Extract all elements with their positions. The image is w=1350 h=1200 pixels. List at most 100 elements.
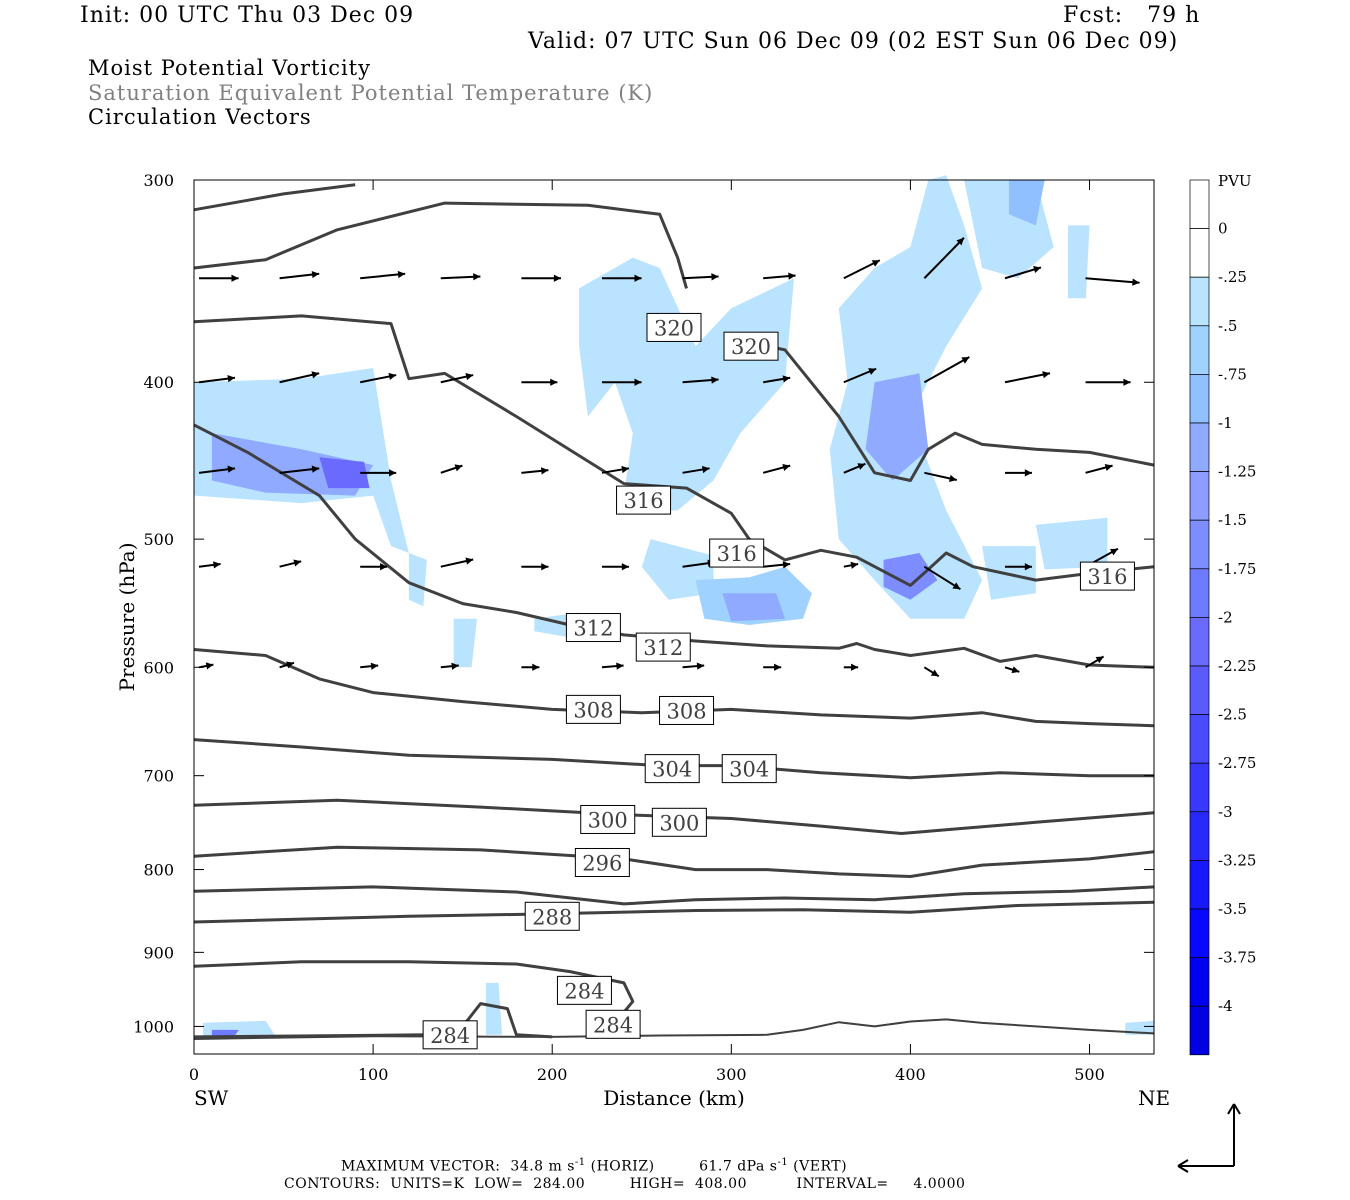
x-end-left-label: SW [194,1086,229,1110]
circulation-vector [1085,277,1140,286]
colorbar-swatch [1189,276,1210,327]
pv-region [722,593,785,622]
colorbar-swatch [1189,568,1210,618]
x-tick-label: 100 [358,1065,389,1084]
circulation-vector [198,375,236,384]
pv-region [883,553,938,600]
circulation-vector [279,559,302,568]
circulation-vector [521,563,549,571]
x-tick-label: 0 [189,1065,199,1084]
contour-label: 316 [1079,561,1135,591]
colorbar-swatch [1189,860,1210,910]
colorbar-swatch [1189,617,1210,667]
plot-frame [193,179,1155,1055]
contour-label: 312 [565,613,621,643]
circulation-vector [279,270,320,280]
svg-text:316: 316 [717,542,757,566]
circulation-vector [763,272,796,280]
circulation-vector [198,561,221,569]
circulation-vector [601,563,629,571]
contour-label: 316 [709,538,765,568]
svg-text:304: 304 [729,758,769,782]
field-title-vectors: Circulation Vectors [88,105,312,129]
theta-contour-layer [193,183,1155,1040]
circulation-vector [198,662,214,670]
circulation-vector [440,373,474,384]
circulation-vector [923,356,970,384]
pv-region [865,373,929,481]
theta-contour [193,1018,1155,1040]
x-end-right-label: NE [1138,1086,1170,1110]
pv-region [641,539,714,600]
contour-label: 284 [422,1020,478,1050]
colorbar-swatch [1189,228,1210,278]
theta-contour [730,337,1155,482]
colorbar-swatch [1189,665,1210,715]
colorbar-tick-label: -3.75 [1218,949,1256,967]
y-tick-label: 700 [143,767,174,786]
circulation-vector [1085,655,1105,669]
colorbar-swatch [1189,325,1210,375]
colorbar-swatch [1189,762,1210,813]
svg-text:288: 288 [532,905,572,929]
circulation-vector [843,561,859,569]
contour-label: 288 [524,901,580,931]
circulation-vector [601,465,630,474]
theta-contour [193,201,688,289]
colorbar-tick-label: 0 [1218,220,1228,238]
pv-region [319,457,370,489]
colorbar-swatch [1189,519,1210,570]
svg-text:284: 284 [430,1024,470,1048]
circulation-vector [843,663,859,671]
x-tick-label: 400 [895,1065,926,1084]
colorbar-tick-label: -2.5 [1218,706,1247,724]
circulation-vector [440,464,463,474]
circulation-vector [521,378,558,386]
svg-text:320: 320 [654,316,694,340]
contour-label-layer: 320 320 316 316 316 312 312 308 308 304 304 300 300 2… [422,312,1135,1050]
circulation-vector [199,274,239,282]
y-tick-label: 800 [143,861,174,880]
colorbar-swatch [1189,908,1210,958]
svg-text:316: 316 [624,489,664,513]
circulation-vector [923,666,940,678]
max-vector-note: MAXIMUM VECTOR: 34.8 m s-1 (HORIZ) 61.7 … [341,1157,848,1175]
forecast-hour: Fcst: 79 h [1063,3,1201,28]
svg-text:300: 300 [588,808,628,832]
circulation-vector [440,557,474,568]
pv-region [579,257,794,511]
contour-label: 284 [556,975,612,1005]
x-tick-label: 200 [537,1065,568,1084]
pv-region [1008,180,1045,226]
colorbar-tick-label: -1.75 [1218,560,1256,578]
colorbar-swatch [1189,811,1210,861]
colorbar-swatch [1189,714,1210,764]
contour-label: 308 [565,694,621,724]
circulation-vector [521,663,540,671]
circulation-vector [279,371,320,384]
contour-label: 316 [616,485,672,515]
circulation-vector [1004,266,1042,280]
circulation-vector [682,376,719,384]
circulation-vector [359,372,397,384]
svg-text:320: 320 [731,335,771,359]
y-tick-label: 600 [143,658,174,677]
contour-label: 312 [635,632,691,662]
contour-label: 304 [644,754,700,784]
colorbar-tick-label: -2.75 [1218,754,1256,772]
circulation-vector [923,237,965,279]
theta-contour [193,423,1155,669]
circulation-vector [360,469,397,477]
svg-text:284: 284 [593,1013,633,1037]
x-tick-label: 300 [716,1065,747,1084]
circulation-vector [843,367,877,384]
theta-contour [193,798,1155,835]
circulation-vector [682,465,710,474]
circulation-vector [1004,469,1032,477]
init-time: Init: 00 UTC Thu 03 Dec 09 [80,3,415,28]
svg-text:284: 284 [564,979,604,1003]
colorbar-swatch [1189,422,1210,472]
colorbar-tick-label: -1.5 [1218,511,1247,529]
svg-text:308: 308 [573,698,613,722]
